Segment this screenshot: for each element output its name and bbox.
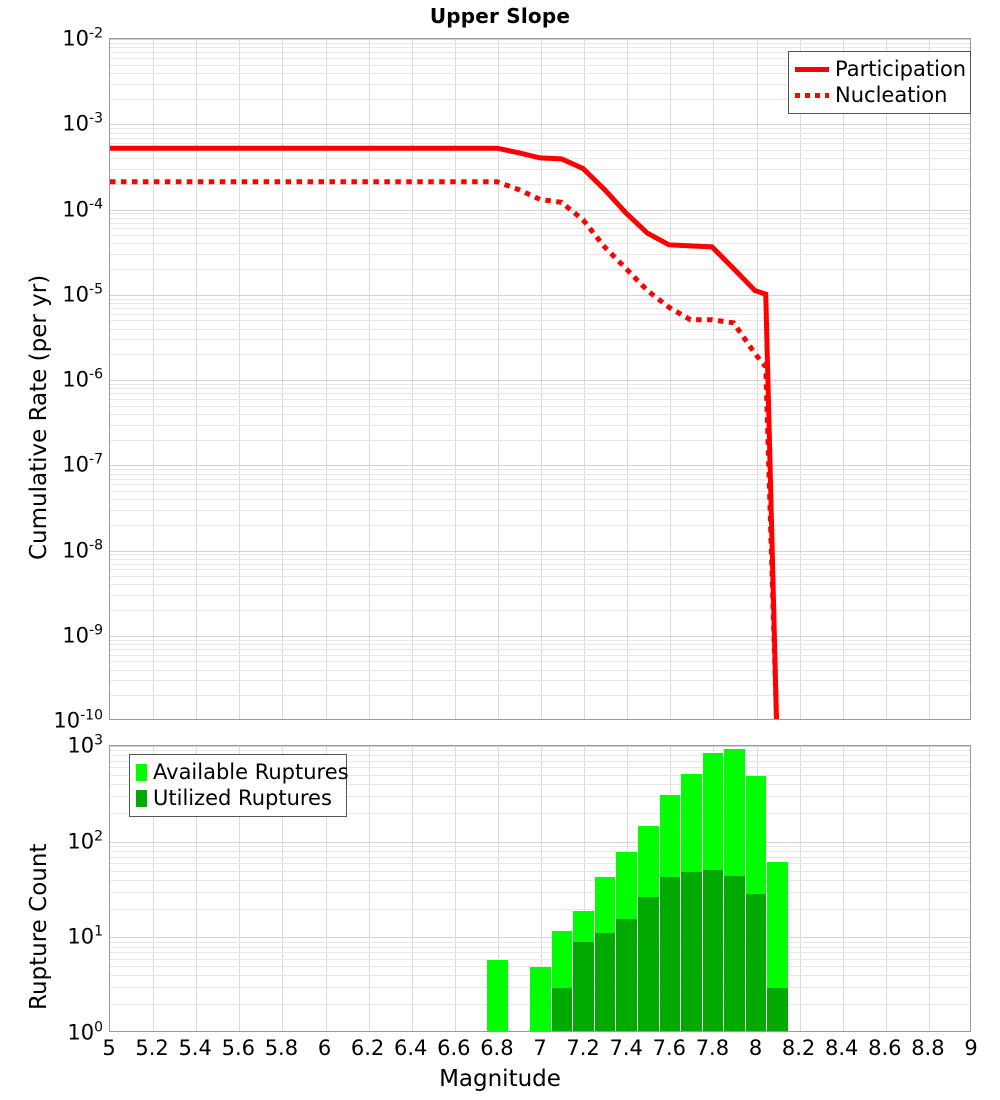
rupture-bar xyxy=(551,931,573,1031)
x-tick-label: 7.4 xyxy=(609,1036,643,1060)
utilized-segment xyxy=(681,871,702,1031)
y-tick-label: 10-10 xyxy=(53,707,103,733)
x-tick-label: 7.8 xyxy=(695,1036,730,1060)
top-curves xyxy=(110,145,779,719)
x-tick-label: 6 xyxy=(317,1036,332,1060)
utilized-segment xyxy=(767,988,788,1031)
rupture-bar xyxy=(530,966,551,1031)
legend-label: Nucleation xyxy=(835,83,948,107)
x-tick-label: 7.6 xyxy=(652,1036,686,1060)
legend-label: Available Ruptures xyxy=(153,760,349,784)
rupture-bar xyxy=(702,752,724,1031)
solid-line-icon xyxy=(795,66,829,72)
y-tick-label: 10-9 xyxy=(62,622,103,648)
utilized-color-icon xyxy=(136,789,147,807)
y-tick-label: 103 xyxy=(67,732,103,758)
y-tick-label: 10-2 xyxy=(62,25,103,51)
rupture-bar xyxy=(573,910,594,1031)
y-tick-label: 100 xyxy=(67,1019,103,1045)
x-tick-label: 6.8 xyxy=(480,1036,514,1060)
page-title: Upper Slope xyxy=(429,4,571,28)
y-tick-label: 102 xyxy=(67,828,103,854)
x-tick-label: 5.4 xyxy=(178,1036,212,1060)
legend-label: Utilized Ruptures xyxy=(153,786,332,810)
utilized-segment xyxy=(702,870,724,1031)
curve-participation xyxy=(110,145,779,719)
rupture-bar xyxy=(767,862,788,1031)
x-tick-label: 5.8 xyxy=(264,1036,299,1060)
legend-item-participation: Participation xyxy=(795,56,966,82)
bottom-legend: Available Ruptures Utilized Ruptures xyxy=(129,754,349,817)
rupture-bar xyxy=(616,852,637,1031)
x-tick-label: 8.8 xyxy=(911,1036,945,1060)
available-color-icon xyxy=(136,763,147,781)
utilized-segment xyxy=(573,942,594,1031)
x-tick-label: 5 xyxy=(102,1036,116,1060)
x-tick-label: 8.4 xyxy=(824,1036,859,1060)
utilized-segment xyxy=(594,933,616,1031)
x-axis-title: Magnitude xyxy=(439,1066,561,1092)
top-legend: Participation Nucleation xyxy=(788,51,971,114)
top-y-axis-title: Cumulative Rate (per yr) xyxy=(26,274,52,560)
x-tick-label: 6.2 xyxy=(350,1036,385,1060)
y-tick-label: 101 xyxy=(67,923,103,949)
x-tick-label: 9 xyxy=(964,1036,978,1060)
utilized-segment xyxy=(638,897,659,1031)
legend-item-available-ruptures: Available Ruptures xyxy=(136,759,349,785)
rupture-bar xyxy=(594,876,616,1031)
available-segment xyxy=(487,960,508,1031)
x-tick-label: 6.4 xyxy=(393,1036,428,1060)
rupture-bars xyxy=(110,746,970,1031)
legend-item-nucleation: Nucleation xyxy=(795,82,962,108)
rupture-bar xyxy=(659,795,680,1031)
legend-label: Participation xyxy=(835,57,967,81)
y-tick-label: 10-4 xyxy=(62,196,103,221)
utilized-segment xyxy=(616,918,637,1031)
y-tick-label: 10-6 xyxy=(62,366,103,392)
x-tick-label: 6.6 xyxy=(437,1036,471,1060)
legend-item-utilized-ruptures: Utilized Ruptures xyxy=(136,785,338,811)
y-tick-label: 10-3 xyxy=(62,110,103,136)
utilized-segment xyxy=(659,876,680,1031)
x-tick-label: 7.2 xyxy=(566,1036,600,1060)
rupture-bar xyxy=(638,825,659,1031)
x-tick-label: 5.6 xyxy=(221,1036,255,1060)
rupture-bar xyxy=(745,776,767,1031)
available-segment xyxy=(530,966,551,1031)
x-tick-label: 8 xyxy=(748,1036,763,1060)
dotted-line-icon xyxy=(795,92,829,98)
curve-nucleation xyxy=(110,179,779,719)
y-tick-label: 10-5 xyxy=(62,281,103,307)
x-tick-label: 8.2 xyxy=(781,1036,816,1060)
x-tick-label: 8.6 xyxy=(868,1036,902,1060)
x-tick-label: 5.2 xyxy=(135,1036,169,1060)
rupture-bar xyxy=(724,749,745,1031)
utilized-segment xyxy=(745,894,767,1031)
x-tick-label: 7 xyxy=(533,1036,547,1060)
utilized-segment xyxy=(551,988,573,1031)
y-tick-label: 10-7 xyxy=(62,451,103,477)
rupture-bar xyxy=(487,960,508,1031)
y-tick-label: 10-8 xyxy=(62,537,103,562)
rupture-bar xyxy=(681,773,702,1031)
cumulative-rate-plot xyxy=(109,38,971,720)
top-gridlines xyxy=(110,39,970,719)
utilized-segment xyxy=(724,875,745,1031)
